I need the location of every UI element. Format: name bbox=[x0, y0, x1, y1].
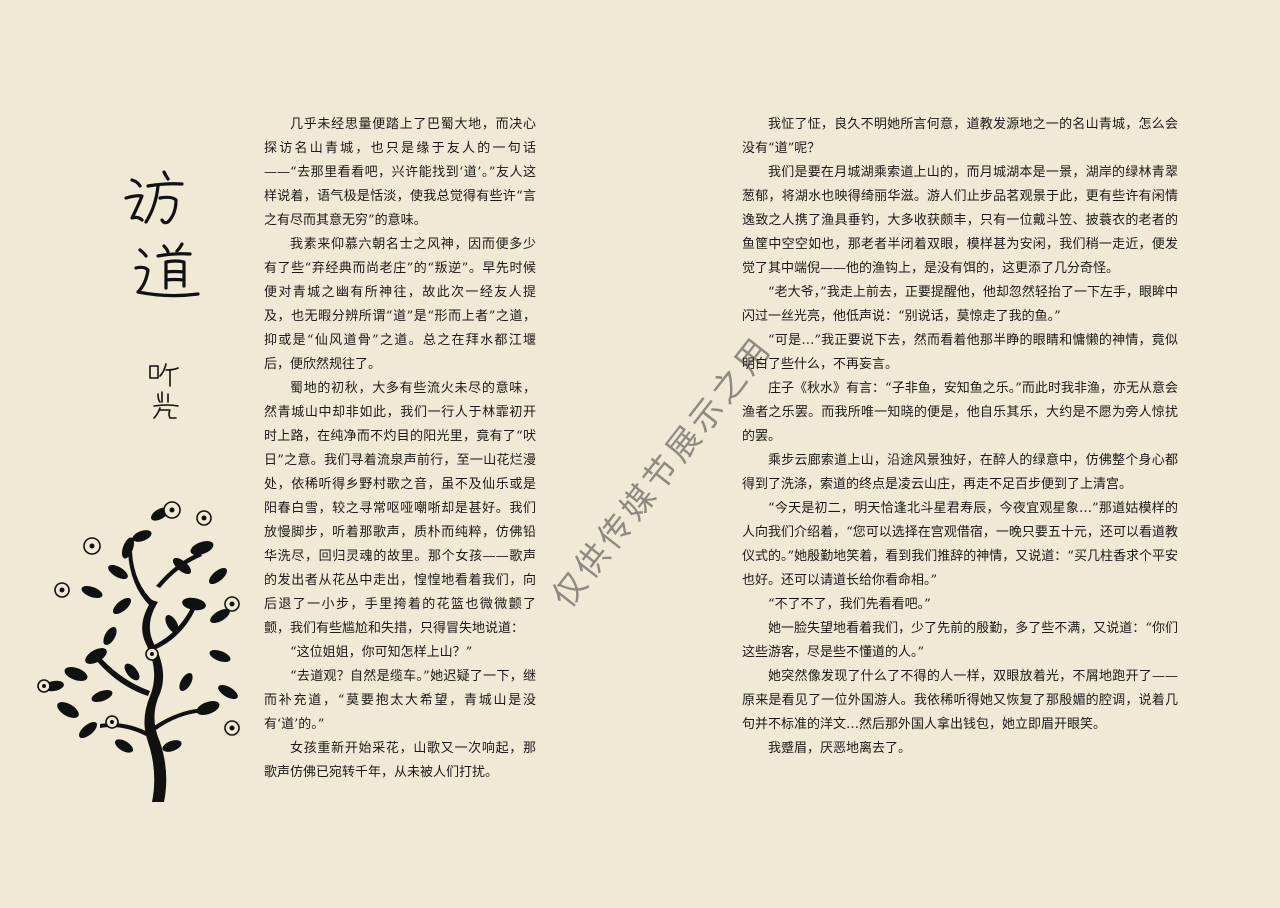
paragraph: 蜀地的初秋，大多有些流火未尽的意味，然青城山中却非如此，我们一行人于林霏初开时上… bbox=[264, 381, 536, 636]
paragraph: 庄子《秋水》有言：“子非鱼，安知鱼之乐。”而此时我非渔，亦无从意会渔者之乐罢。而… bbox=[742, 381, 1178, 444]
paragraph: 她突然像发现了什么了不得的人一样，双眼放着光，不屑地跑开了——原来是看见了一位外… bbox=[742, 669, 1178, 732]
paragraph: 我蹙眉，厌恶地离去了。 bbox=[768, 741, 912, 756]
paragraph: 她一脸失望地看着我们，少了先前的殷勤，多了些不满，又说道：“你们这些游客，尽是些… bbox=[742, 621, 1178, 660]
paragraph: 女孩重新开始采花，山歌又一次响起，那歌声仿佛已宛转千年，从未被人们打扰。 bbox=[264, 741, 536, 780]
paragraph: “这位姐姐，你可知怎样上山？” bbox=[290, 645, 473, 660]
paragraph: “可是…”我正要说下去，然而看着他那半睁的眼睛和慵懒的神情，竟似明白了些什么，不… bbox=[742, 333, 1178, 372]
paragraph: “不了不了，我们先看看吧。” bbox=[768, 597, 931, 612]
paragraph: 几乎未经思量便踏上了巴蜀大地，而决心探访名山青城，也只是缘于友人的一句话——“去… bbox=[264, 117, 536, 228]
paragraph: 乘步云廊索道上山，沿途风景独好，在醉人的绿意中，仿佛整个身心都得到了洗涤，索道的… bbox=[742, 453, 1178, 492]
paragraph: “老大爷，”我走上前去，正要提醒他，他却忽然轻抬了一下左手，眼眸中闪过一丝光亮，… bbox=[742, 285, 1178, 324]
article-column-right: 我怔了怔，良久不明她所言何意，道教发源地之一的名山青城，怎么会没有“道”呢？ 我… bbox=[742, 113, 1178, 761]
paragraph: 我们是要在月城湖乘索道上山的，而月城湖本是一景，湖岸的绿林青翠葱郁，将湖水也映得… bbox=[742, 165, 1178, 276]
paragraph: 我素来仰慕六朝名士之风神，因而便多少有了些“弃经典而尚老庄”的“叛逆”。早先时候… bbox=[264, 237, 536, 372]
title-calligraphy bbox=[124, 170, 200, 298]
paragraph: “今天是初二，明天恰逢北斗星君寿辰，今夜宜观星象…”那道姑模样的人向我们介绍着，… bbox=[742, 501, 1178, 588]
author-calligraphy bbox=[149, 363, 179, 419]
paragraph: “去道观？自然是缆车。”她迟疑了一下，继而补充道，“莫要抱太大希望，青城山是没有… bbox=[264, 669, 536, 732]
tree-illustration bbox=[37, 501, 240, 802]
paragraph: 我怔了怔，良久不明她所言何意，道教发源地之一的名山青城，怎么会没有“道”呢？ bbox=[742, 117, 1178, 156]
article-column-left: 几乎未经思量便踏上了巴蜀大地，而决心探访名山青城，也只是缘于友人的一句话——“去… bbox=[264, 113, 536, 785]
